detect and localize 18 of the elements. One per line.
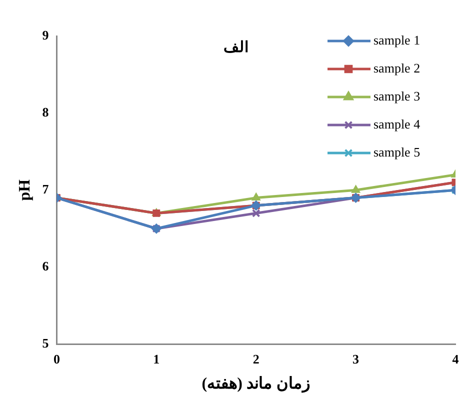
y-tick-label: 8 (42, 104, 50, 120)
y-tick-label: 6 (42, 258, 50, 274)
x-tick-label: 4 (452, 351, 460, 366)
y-tick-label: 5 (42, 336, 50, 351)
y-tick-label: 7 (42, 181, 50, 196)
x-tick-label: 2 (252, 351, 260, 366)
y-tick-label: 9 (42, 27, 50, 42)
x-axis-title: زمان ماند (هفته) (202, 376, 310, 394)
x-tick-label: 1 (153, 351, 160, 366)
y-axis-title: pH (16, 178, 34, 201)
legend-label: sample 5 (374, 144, 420, 160)
legend-label: sample 3 (374, 88, 420, 104)
x-tick-label: 3 (352, 351, 360, 366)
chart-title: الف (224, 40, 249, 56)
x-tick-label: 0 (53, 351, 60, 366)
legend-label: sample 1 (374, 32, 420, 48)
legend-label: sample 2 (374, 60, 420, 76)
legend-label: sample 4 (374, 116, 421, 132)
